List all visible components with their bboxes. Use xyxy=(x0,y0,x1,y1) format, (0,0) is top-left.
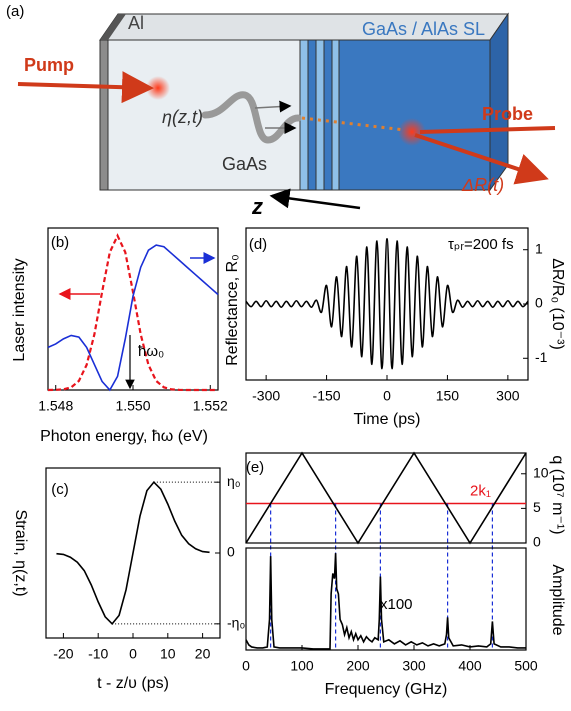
series-line xyxy=(47,244,219,392)
x-tick-label: 0 xyxy=(242,658,250,674)
annotation: τₚᵣ=200 fs xyxy=(448,236,514,253)
x-tick-label: 1.548 xyxy=(38,398,73,414)
x-tick-label: -10 xyxy=(88,646,108,662)
sample-diagram: (a) Al GaAs / AlAs SL Pump η(z,t) GaAs P… xyxy=(6,3,556,219)
x-tick-label: 20 xyxy=(195,646,211,662)
x-tick-label: 1.550 xyxy=(115,398,150,414)
signal-label: ΔR(t) xyxy=(461,175,504,195)
series-line xyxy=(56,480,210,626)
charts: 1.548 1.550 1.552 (b) Photon energy, ħω (eV)… xyxy=(11,227,566,698)
y-axis-label: Amplitude xyxy=(549,564,566,635)
x-tick-label: 300 xyxy=(496,388,520,404)
reference-label: 2k₁ xyxy=(470,483,491,500)
x-tick-label: -300 xyxy=(252,388,280,404)
y-tick-label: 5 xyxy=(533,499,541,515)
substrate-label: GaAs xyxy=(222,154,267,174)
plot-frame xyxy=(245,547,527,651)
x-axis-label: Photon energy, ħω (eV) xyxy=(40,428,208,445)
y-axis-label: Laser intensity xyxy=(11,258,28,361)
x-tick-label: 1.552 xyxy=(193,398,228,414)
probe-spot xyxy=(398,118,426,146)
y-axis-label: ΔR/R₀ (10⁻³) xyxy=(549,258,566,350)
superlattice-layers xyxy=(299,39,491,191)
strain-label: η(z,t) xyxy=(162,107,203,127)
strain-pulse xyxy=(201,91,302,144)
annotation: ħω₀ xyxy=(138,343,164,360)
series-line xyxy=(47,233,218,392)
plot-frame xyxy=(245,452,527,544)
y-tick-label: -η₀ xyxy=(227,615,245,631)
annotation: x100 xyxy=(380,596,413,613)
y-tick-label: 1 xyxy=(535,240,543,256)
y2-axis-label: Reflectance, R₀ xyxy=(224,254,241,366)
x-axis-label: Time (ps) xyxy=(354,411,421,428)
x-tick-label: 100 xyxy=(290,658,314,674)
plot-frame xyxy=(47,227,219,391)
series-line xyxy=(245,451,527,545)
y-axis-label: Strain, η(z,t) xyxy=(12,509,29,596)
y-tick-label: -1 xyxy=(535,349,548,365)
superlattice-label: GaAs / AlAs SL xyxy=(362,19,485,39)
panel-label: (c) xyxy=(51,481,69,498)
x-tick-label: 300 xyxy=(402,658,426,674)
panel-label: (e) xyxy=(246,459,264,476)
panel-label: (a) xyxy=(6,3,24,20)
pump-label: Pump xyxy=(24,55,74,75)
probe-path xyxy=(301,116,406,132)
x-tick-label: 400 xyxy=(458,658,482,674)
y-tick-label: 0 xyxy=(227,544,235,560)
al-film xyxy=(99,39,109,191)
x-tick-label: 500 xyxy=(514,658,538,674)
series-line xyxy=(245,553,526,650)
x-tick-label: 0 xyxy=(383,388,391,404)
y-tick-label: 10 xyxy=(533,464,549,480)
probe-arrow xyxy=(419,126,556,134)
y-tick-label: η₀ xyxy=(227,473,241,489)
panel-label: (b) xyxy=(51,234,69,251)
x-tick-label: 200 xyxy=(346,658,370,674)
x-axis-label: Frequency (GHz) xyxy=(325,681,448,698)
x-tick-label: 150 xyxy=(436,388,460,404)
x-tick-label: -150 xyxy=(313,388,341,404)
al-label: Al xyxy=(128,13,144,33)
x-tick-label: 0 xyxy=(129,646,137,662)
z-label: z xyxy=(251,194,263,219)
al-film-top xyxy=(100,14,126,40)
panel-label: (d) xyxy=(249,236,267,253)
reflected-arrow xyxy=(414,133,549,185)
series-line xyxy=(245,238,529,370)
x-tick-label: 10 xyxy=(160,646,176,662)
y-tick-label: 0 xyxy=(533,534,541,550)
y-axis-label: q (10⁷ m⁻¹) xyxy=(549,455,566,534)
pump-arrow xyxy=(17,71,154,104)
probe-label: Probe xyxy=(482,104,533,124)
z-arrow xyxy=(269,188,361,210)
substrate-face xyxy=(99,39,301,191)
y-tick-label: 0 xyxy=(535,295,543,311)
propagation-arrow xyxy=(254,100,292,113)
x-axis-label: t - z/υ (ps) xyxy=(97,675,169,692)
x-tick-label: -20 xyxy=(53,646,73,662)
